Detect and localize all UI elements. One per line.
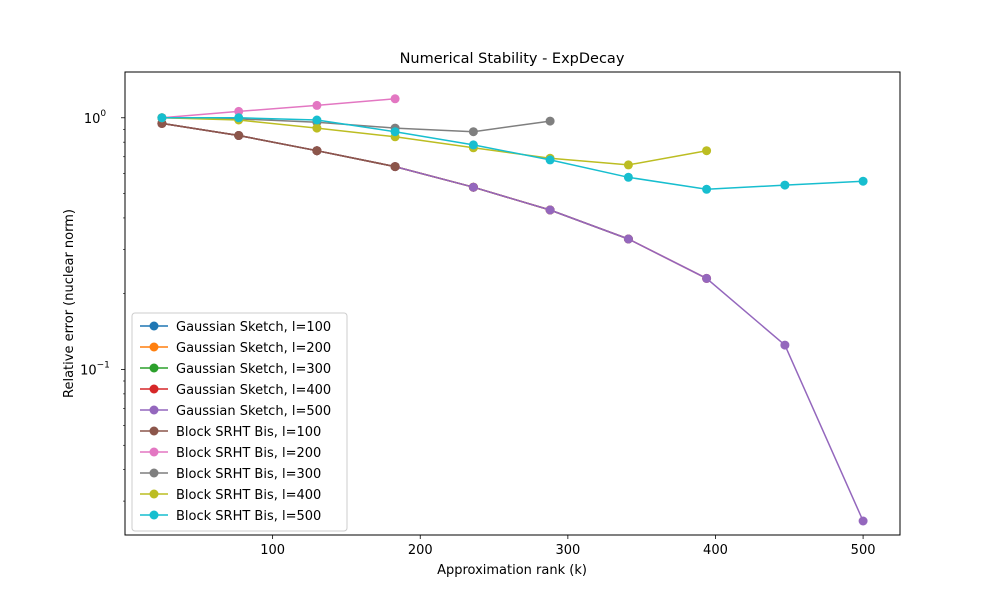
data-point bbox=[780, 340, 790, 350]
legend-marker bbox=[149, 363, 159, 373]
data-point bbox=[234, 113, 244, 123]
y-tick-exponent: 0 bbox=[100, 109, 106, 119]
y-tick-label: 100 bbox=[84, 109, 107, 127]
data-point bbox=[858, 516, 868, 526]
data-point bbox=[234, 131, 244, 140]
series-9 bbox=[157, 113, 868, 194]
legend-label: Block SRHT Bis, l=500 bbox=[176, 509, 321, 524]
series-5 bbox=[157, 118, 400, 172]
data-point bbox=[312, 100, 322, 110]
series-line bbox=[161, 122, 396, 168]
legend-marker bbox=[149, 447, 159, 457]
x-axis-label: Approximation rank (k) bbox=[437, 563, 587, 578]
legend-label: Gaussian Sketch, l=300 bbox=[176, 362, 331, 377]
legend-marker bbox=[149, 426, 159, 436]
legend-label: Gaussian Sketch, l=100 bbox=[176, 320, 331, 335]
legend: Gaussian Sketch, l=100 Gaussian Sketch, l… bbox=[131, 312, 348, 532]
data-point bbox=[312, 115, 322, 125]
legend-item: Block SRHT Bis, l=400 bbox=[140, 488, 321, 503]
legend-marker bbox=[149, 489, 159, 499]
legend-marker bbox=[149, 468, 159, 478]
y-tick-base: 10 bbox=[84, 112, 101, 127]
legend-item: Gaussian Sketch, l=400 bbox=[140, 383, 331, 398]
y-tick-exponent: −1 bbox=[97, 360, 110, 370]
legend-marker bbox=[149, 405, 159, 415]
legend-marker bbox=[149, 321, 159, 331]
legend-marker bbox=[149, 510, 159, 520]
chart-title: Numerical Stability - ExpDecay bbox=[400, 51, 625, 67]
legend-item: Gaussian Sketch, l=500 bbox=[140, 404, 331, 419]
legend-item: Block SRHT Bis, l=500 bbox=[140, 509, 321, 524]
legend-item: Gaussian Sketch, l=200 bbox=[140, 341, 331, 356]
legend-label: Block SRHT Bis, l=100 bbox=[176, 425, 321, 440]
y-tick-base: 10 bbox=[80, 363, 97, 378]
data-point bbox=[312, 123, 322, 133]
data-point bbox=[390, 94, 400, 104]
series-line bbox=[161, 117, 707, 166]
data-point bbox=[390, 127, 400, 137]
data-point bbox=[702, 184, 712, 194]
legend-item: Gaussian Sketch, l=300 bbox=[140, 362, 331, 377]
x-tick-label: 100 bbox=[260, 543, 285, 558]
y-axis-label: Relative error (nuclear norm) bbox=[62, 209, 77, 398]
legend-label: Block SRHT Bis, l=300 bbox=[176, 467, 321, 482]
x-axis: 100 200 300 400 500 bbox=[260, 535, 876, 558]
data-point bbox=[390, 162, 400, 172]
data-point bbox=[157, 113, 167, 123]
x-tick-label: 500 bbox=[851, 543, 876, 558]
legend-item: Block SRHT Bis, l=200 bbox=[140, 446, 321, 461]
legend-item: Block SRHT Bis, l=100 bbox=[140, 425, 321, 440]
data-point bbox=[545, 155, 555, 165]
data-point bbox=[545, 205, 555, 215]
series-layer bbox=[157, 94, 868, 526]
legend-item: Block SRHT Bis, l=300 bbox=[140, 467, 321, 482]
data-point bbox=[858, 176, 868, 186]
data-point bbox=[702, 273, 712, 283]
legend-marker bbox=[149, 384, 159, 394]
data-point bbox=[780, 180, 790, 190]
data-point bbox=[545, 116, 555, 126]
legend-label: Gaussian Sketch, l=400 bbox=[176, 383, 331, 398]
x-tick-label: 300 bbox=[555, 543, 580, 558]
y-tick-label: 10−1 bbox=[80, 360, 110, 378]
x-tick-label: 400 bbox=[703, 543, 728, 558]
data-point bbox=[623, 160, 633, 170]
plot-frame bbox=[124, 71, 901, 536]
legend-label: Gaussian Sketch, l=200 bbox=[176, 341, 331, 356]
data-point bbox=[623, 172, 633, 182]
legend-item: Gaussian Sketch, l=100 bbox=[140, 320, 331, 335]
data-point bbox=[623, 234, 633, 244]
x-tick-label: 200 bbox=[408, 543, 433, 558]
data-point bbox=[234, 106, 244, 116]
legend-marker bbox=[149, 342, 159, 352]
legend-label: Block SRHT Bis, l=400 bbox=[176, 488, 321, 503]
data-point bbox=[312, 146, 322, 156]
series-line bbox=[161, 117, 864, 191]
data-point bbox=[468, 182, 478, 192]
data-point bbox=[468, 127, 478, 137]
data-point bbox=[468, 140, 478, 150]
legend-box bbox=[131, 312, 348, 532]
data-point bbox=[702, 146, 712, 156]
series-line bbox=[161, 98, 396, 119]
legend-label: Gaussian Sketch, l=500 bbox=[176, 404, 331, 419]
legend-label: Block SRHT Bis, l=200 bbox=[176, 446, 321, 461]
